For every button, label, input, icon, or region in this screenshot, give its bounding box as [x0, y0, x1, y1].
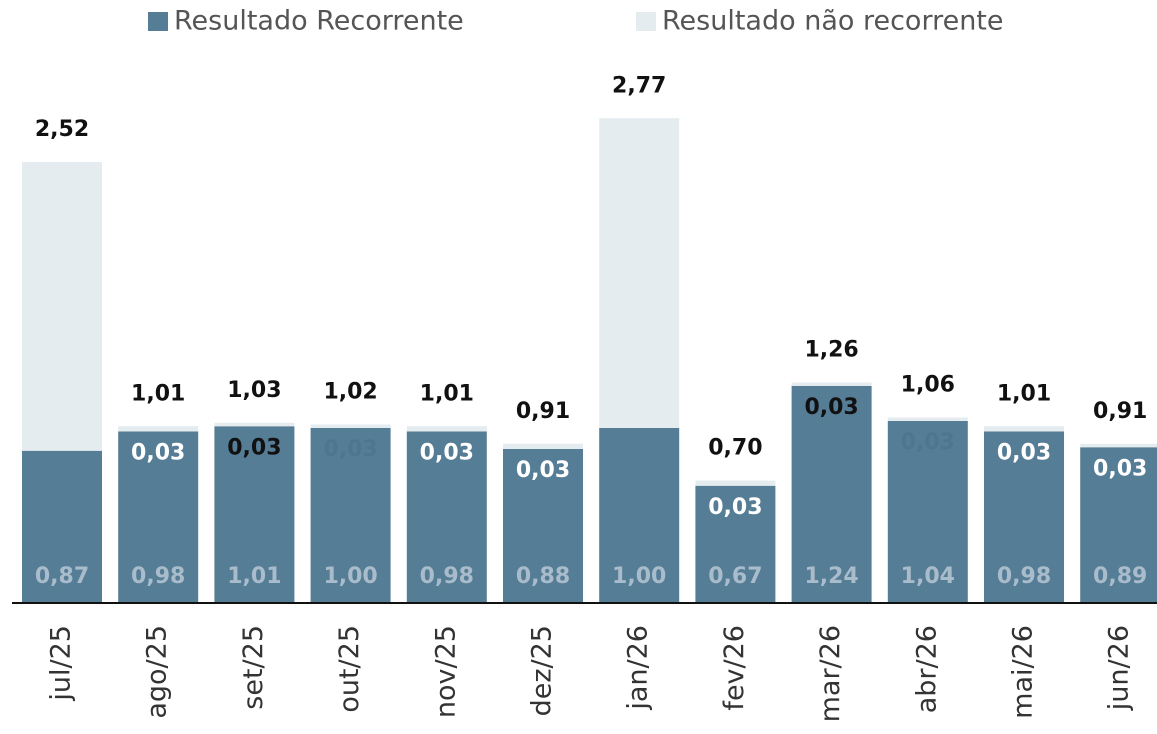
value-label: 0,67 — [708, 564, 762, 589]
bar-segment — [887, 421, 968, 603]
total-label: 1,06 — [901, 373, 955, 398]
value-label: 0,03 — [708, 495, 762, 520]
value-label: 0,98 — [131, 564, 185, 589]
bar-segment — [310, 428, 391, 603]
total-label: 0,70 — [708, 436, 762, 461]
value-label: 0,03 — [997, 441, 1051, 466]
legend-swatch — [148, 12, 168, 31]
x-tick-label: set/25 — [238, 625, 269, 710]
x-tick-label: mai/26 — [1008, 625, 1039, 719]
x-tick-label: jun/26 — [1104, 625, 1135, 711]
bar-segment — [22, 450, 102, 603]
value-label: 0,98 — [420, 564, 474, 589]
x-tick-label: out/25 — [334, 625, 365, 713]
x-tick-label: abr/26 — [911, 625, 942, 713]
total-label: 1,02 — [323, 380, 377, 405]
value-label: 1,00 — [323, 564, 377, 589]
total-label: 1,01 — [997, 381, 1051, 406]
bar-segment — [214, 422, 295, 427]
total-label: 2,77 — [612, 73, 666, 98]
total-label: 0,91 — [1093, 399, 1147, 424]
bar-segment — [503, 443, 583, 449]
value-label: 0,03 — [901, 430, 955, 455]
bar-segment — [791, 382, 872, 386]
total-label: 1,01 — [420, 381, 474, 406]
legend-label: Resultado não recorrente — [662, 6, 1004, 37]
legend-label: Resultado Recorrente — [174, 6, 464, 37]
bar-segment — [310, 424, 391, 428]
bar-segment — [695, 485, 776, 603]
value-label: 1,24 — [804, 564, 858, 589]
x-tick-label: fev/26 — [719, 625, 750, 711]
value-label: 0,03 — [323, 437, 377, 462]
bar-segment — [791, 386, 872, 603]
bar-segment — [503, 449, 583, 603]
bar-segment — [984, 426, 1064, 432]
x-tick-label: dez/25 — [527, 625, 558, 716]
value-label: 0,03 — [131, 441, 185, 466]
value-label: 0,03 — [420, 441, 474, 466]
value-label: 1,04 — [901, 564, 955, 589]
value-label: 0,03 — [516, 458, 570, 483]
value-label: 0,87 — [35, 564, 89, 589]
x-tick-label: jul/25 — [46, 625, 77, 702]
bar-segment — [887, 417, 968, 421]
total-label: 1,03 — [227, 378, 281, 403]
total-label: 1,01 — [131, 381, 185, 406]
bar-segment — [1080, 443, 1157, 448]
value-label: 0,03 — [804, 395, 858, 420]
value-label: 1,00 — [612, 564, 666, 589]
x-tick-label: ago/25 — [142, 625, 173, 719]
bar-segment — [118, 426, 199, 432]
bar-segment — [599, 118, 680, 428]
x-tick-label: mar/26 — [815, 625, 846, 722]
bar-segment — [984, 431, 1064, 603]
bar-segment — [695, 480, 776, 486]
bar-segment — [406, 431, 487, 603]
bar-segment — [406, 426, 487, 432]
bar-segment — [22, 162, 102, 451]
value-label: 0,88 — [516, 564, 570, 589]
x-tick-label: jan/26 — [623, 625, 654, 711]
legend-swatch — [636, 12, 656, 31]
value-label: 1,01 — [227, 564, 281, 589]
value-label: 0,03 — [1093, 456, 1147, 481]
bar-segment — [1080, 447, 1157, 603]
bar-segment — [214, 426, 295, 603]
bar-segment — [599, 428, 680, 603]
total-label: 2,52 — [35, 117, 89, 142]
bar-segment — [118, 431, 199, 603]
value-label: 0,98 — [997, 564, 1051, 589]
total-label: 1,26 — [804, 338, 858, 363]
value-label: 0,03 — [227, 435, 281, 460]
value-label: 0,89 — [1093, 564, 1147, 589]
x-tick-label: nov/25 — [430, 625, 461, 718]
total-label: 0,91 — [516, 399, 570, 424]
